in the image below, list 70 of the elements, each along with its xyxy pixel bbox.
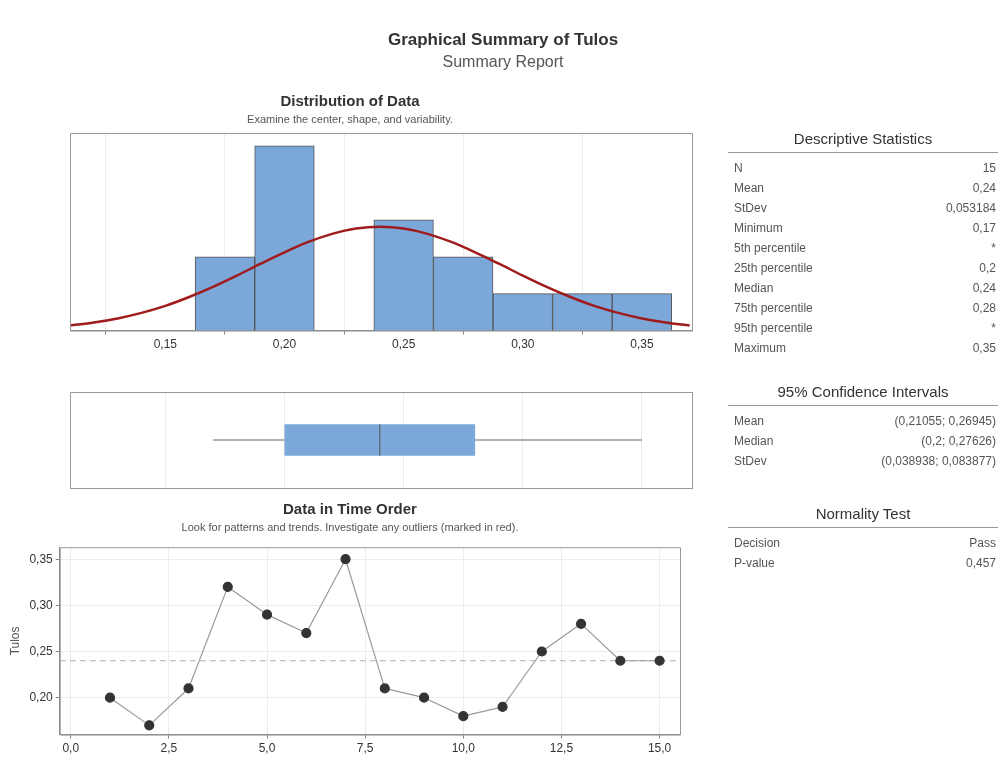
text: * xyxy=(991,241,996,257)
x-tick-label: 2,5 xyxy=(160,741,178,756)
point xyxy=(183,683,194,694)
text: Decision xyxy=(734,536,781,552)
point xyxy=(261,609,273,620)
text: 0,2 xyxy=(979,261,996,277)
point xyxy=(222,581,233,592)
text: 0,28 xyxy=(972,301,996,317)
text: Normality Test xyxy=(728,505,998,528)
text: (0,038938; 0,083877) xyxy=(881,454,996,470)
x-tick-label: 0,15 xyxy=(153,337,178,352)
point xyxy=(418,692,430,703)
x-tick-label: 0,35 xyxy=(630,337,654,352)
text: Minimum xyxy=(734,221,783,237)
x-tick-label: 10,0 xyxy=(451,741,476,756)
x-tick-label: 7,5 xyxy=(356,741,374,756)
text: 0,17 xyxy=(972,221,996,237)
y-tick-label: 0,30 xyxy=(29,597,54,612)
text: 95th percentile xyxy=(734,321,813,337)
text: Median xyxy=(734,434,774,450)
text: Descriptive Statistics xyxy=(728,130,998,153)
chart-title: Data in Time Order xyxy=(282,500,418,517)
text: N xyxy=(734,161,743,177)
text: 0,457 xyxy=(965,556,996,572)
text: 0,24 xyxy=(972,181,996,197)
y-tick-label: 0,20 xyxy=(29,689,54,704)
text: Summary Report xyxy=(441,53,565,71)
point xyxy=(575,618,587,629)
chart-subtitle: Look for patterns and trends. Investigate any outliers (marked in red). xyxy=(180,521,520,533)
text: 15 xyxy=(982,161,996,177)
text: 0,24 xyxy=(972,281,996,297)
point xyxy=(379,683,390,694)
text: (0,21055; 0,26945) xyxy=(894,414,996,430)
x-tick-label: 15,0 xyxy=(647,741,672,756)
x-tick-label: 0,30 xyxy=(511,337,535,352)
text: Maximum xyxy=(734,341,787,357)
text: (0,2; 0,27626) xyxy=(921,434,996,450)
text: 25th percentile xyxy=(734,261,813,277)
x-tick-label: 5,0 xyxy=(258,741,276,756)
text: Pass xyxy=(969,536,996,552)
x-tick-label: 0,0 xyxy=(62,741,80,756)
y-axis-title: Tulos xyxy=(7,626,22,656)
text: 0,053184 xyxy=(945,201,996,217)
x-tick-label: 0,20 xyxy=(272,337,297,352)
point xyxy=(104,692,116,703)
text: 95% Confidence Intervals xyxy=(728,383,998,406)
text: 75th percentile xyxy=(734,301,813,317)
point xyxy=(340,554,351,565)
point xyxy=(458,711,469,722)
chart-title: Distribution of Data xyxy=(279,92,421,109)
text: Median xyxy=(734,281,774,297)
text: Graphical Summary of Tulos xyxy=(386,30,620,50)
point xyxy=(144,720,155,731)
text: Mean xyxy=(734,414,765,430)
point xyxy=(654,655,665,666)
point xyxy=(536,646,547,657)
text: StDev xyxy=(734,454,767,470)
y-tick-label: 0,25 xyxy=(29,643,54,658)
text: Mean xyxy=(734,181,765,197)
text: 5th percentile xyxy=(734,241,807,257)
chart-subtitle: Examine the center, shape, and variability. xyxy=(246,113,454,125)
text: StDev xyxy=(734,201,767,217)
x-tick-label: 0,25 xyxy=(391,337,416,352)
point xyxy=(497,701,508,713)
point xyxy=(301,627,312,639)
y-tick-label: 0,35 xyxy=(29,551,54,566)
point xyxy=(615,655,626,666)
text: P-value xyxy=(734,556,775,572)
text: * xyxy=(991,321,996,337)
x-tick-label: 12,5 xyxy=(549,741,574,756)
